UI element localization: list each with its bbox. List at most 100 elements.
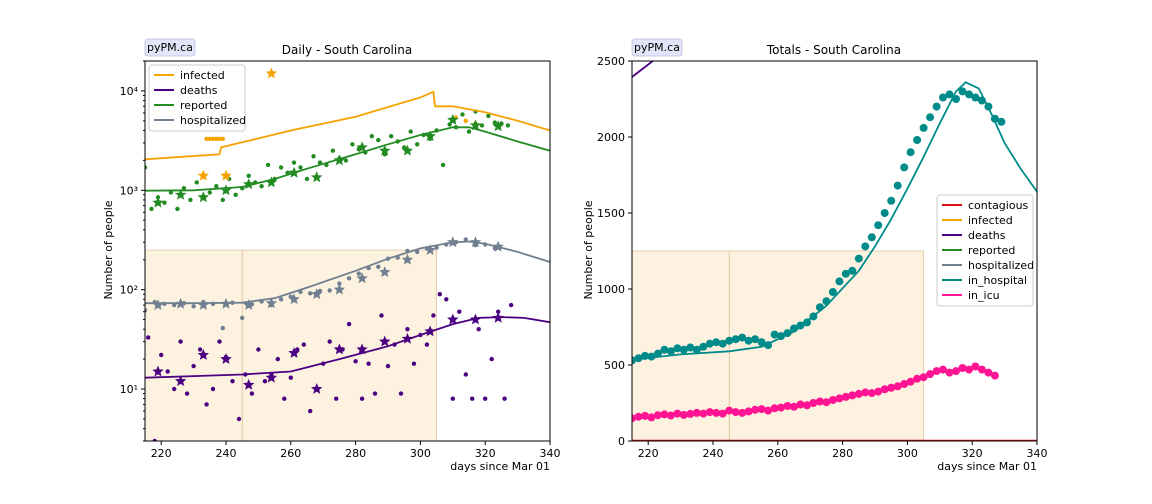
legend: infected deaths reported hospitalized: [148, 64, 246, 132]
reported-point: [265, 162, 271, 168]
reported-point: [298, 165, 303, 170]
y-tick-label: 10²: [120, 284, 138, 297]
reported-star: [174, 188, 187, 200]
in_icu-point: [990, 371, 999, 380]
axes-frame: [631, 60, 1038, 442]
legend-box: [148, 64, 246, 132]
plot-area: [145, 67, 550, 441]
in_hospital-point: [666, 347, 675, 356]
in_icu-point: [926, 370, 935, 379]
deaths-star: [220, 353, 232, 364]
in_icu-point: [971, 362, 980, 371]
deaths-point: [405, 327, 410, 332]
in_icu-point: [803, 401, 811, 410]
in_icu-point: [952, 367, 960, 376]
infected-point: [463, 118, 468, 124]
infected-star: [197, 169, 209, 181]
totals-ylabel: Number of people: [582, 200, 595, 299]
infected-star: [220, 169, 232, 181]
y-tick-label: 1000: [597, 283, 625, 296]
hospitalized-star: [424, 244, 436, 255]
legend-label: reported: [180, 99, 227, 112]
legend-label: deaths: [180, 84, 218, 97]
in_icu-point: [666, 411, 675, 420]
hospitalized-point: [415, 249, 420, 255]
totals-badge-text: pyPM.ca: [634, 41, 680, 54]
legend: contagious infected deaths reported hospital…: [936, 194, 1034, 307]
deaths-point: [437, 292, 442, 297]
daily-title: Daily - South Carolina: [282, 43, 412, 57]
reported-point: [460, 112, 465, 117]
deaths-star: [197, 349, 209, 360]
reported-star: [152, 196, 164, 208]
reported-star: [447, 114, 459, 125]
y-tick-label: 2000: [597, 131, 625, 144]
in_hospital-point: [958, 87, 967, 96]
reported-star: [492, 120, 504, 132]
hospitalized-point: [327, 288, 332, 293]
in_icu-point: [673, 409, 682, 418]
in_hospital-point: [880, 209, 889, 217]
y-tick-label: 500: [604, 359, 625, 372]
in_hospital-point: [770, 330, 779, 339]
in_hospital-point: [906, 148, 915, 157]
in_hospital-point: [848, 266, 857, 275]
reported-point: [233, 192, 238, 197]
reported-point: [492, 120, 498, 125]
in_icu-point: [712, 408, 721, 417]
in_hospital-point: [854, 254, 863, 263]
in_hospital-point: [686, 343, 695, 352]
in_icu-point: [841, 392, 850, 401]
in_icu-point: [686, 409, 695, 418]
infected-star: [265, 67, 278, 79]
deaths-point: [282, 396, 287, 401]
totals-xlabel: days since Mar 01: [937, 460, 1037, 473]
reported-point: [440, 162, 446, 168]
deaths-point: [334, 396, 339, 401]
hospitalized-point: [337, 281, 342, 286]
in_icu-point: [906, 377, 915, 386]
in_icu-point: [790, 402, 798, 411]
hospitalized-star: [265, 297, 278, 309]
infected-point: [210, 136, 216, 141]
in_icu-point: [965, 365, 973, 374]
deaths-point: [379, 313, 384, 318]
in_icu-point: [893, 382, 902, 391]
deaths-point: [165, 369, 170, 374]
x-tick-label: 240: [216, 447, 237, 460]
in_hospital-point: [718, 339, 727, 348]
in_icu-point: [867, 389, 876, 398]
reported-point: [149, 206, 154, 212]
reported-point: [479, 123, 485, 128]
in_hospital-point: [867, 233, 876, 242]
x-tick-label: 300: [897, 447, 918, 460]
deaths-point: [463, 372, 468, 377]
y-tick-label: 10¹: [120, 383, 138, 396]
in_hospital-point: [751, 335, 760, 344]
deaths-point: [210, 386, 216, 392]
deaths-point: [385, 363, 391, 369]
in_icu-point: [757, 405, 766, 414]
in_hospital-point: [893, 181, 902, 190]
y-tick-label: 1500: [597, 207, 625, 220]
in_hospital-point: [705, 339, 714, 348]
deaths-point: [502, 396, 507, 401]
reported-point: [181, 186, 187, 191]
in_icu-point: [725, 406, 734, 415]
in_icu-point: [913, 374, 922, 383]
reported-star: [424, 130, 436, 142]
in_hospital-point: [926, 113, 935, 122]
in_icu-point: [919, 373, 928, 382]
deaths-point: [191, 363, 196, 369]
deaths-point: [359, 396, 365, 401]
legend-label: in_icu: [968, 289, 1000, 302]
deaths-point: [398, 391, 404, 396]
x-tick-label: 220: [638, 447, 659, 460]
deaths-point: [457, 309, 462, 314]
deaths-star: [447, 313, 459, 325]
reported-star: [220, 184, 232, 196]
in_hospital-point: [971, 93, 980, 102]
legend-label: hospitalized: [180, 114, 246, 127]
in_hospital-point: [725, 336, 734, 345]
